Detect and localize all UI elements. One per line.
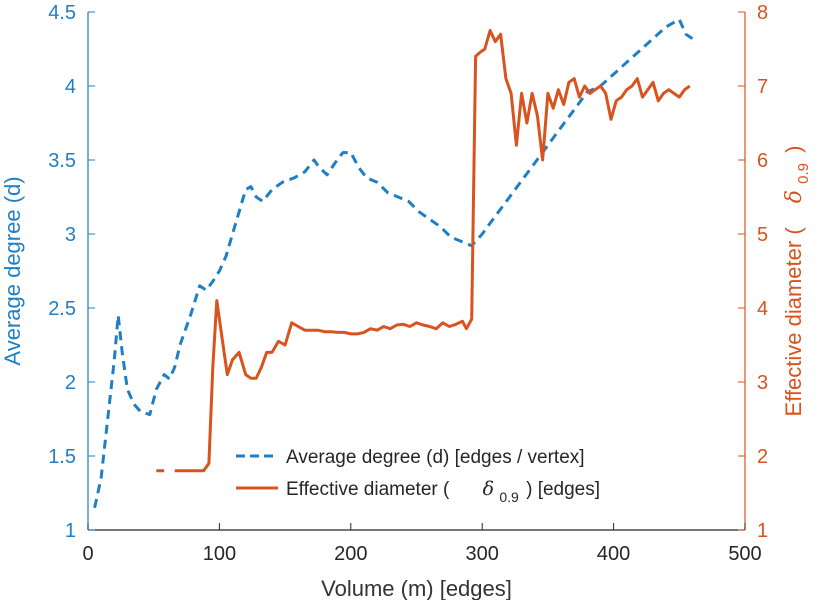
left-tick-label: 1.5 [48,446,76,468]
right-y-axis-title-suffix: ) [781,146,806,153]
legend-label-effective-diameter-subscript: 0.9 [499,489,519,505]
right-tick-label: 2 [757,446,768,468]
x-tick-label: 300 [466,543,499,565]
right-tick-label: 8 [757,2,768,24]
legend-label-effective-diameter-symbol: δ [483,478,494,500]
right-tick-label: 6 [757,150,768,172]
left-y-axis-title: Average degree (d) [0,176,25,365]
right-tick-label: 3 [757,372,768,394]
right-tick-label: 1 [757,520,768,542]
left-tick-label: 2 [65,372,76,394]
legend: Average degree (d) [edges / vertex] Effe… [236,447,600,507]
right-tick-label: 7 [757,76,768,98]
left-tick-label: 4 [65,76,76,98]
x-tick-label: 0 [82,543,93,565]
plot-area [87,12,746,531]
left-tick-label: 1 [65,520,76,542]
x-tick-label: 400 [597,543,630,565]
legend-label-effective-diameter-prefix: Effective diameter ( [286,479,450,500]
legend-label-average-degree: Average degree (d) [edges / vertex] [286,447,585,468]
left-tick-label: 3 [65,224,76,246]
right-y-axis-title-prefix: Effective diameter ( [781,227,806,417]
x-axis: 0 100 200 300 400 500 [82,523,762,565]
left-tick-label: 4.5 [48,2,76,24]
series-line-effective-diameter [156,29,691,473]
left-tick-label: 2.5 [48,298,76,320]
right-tick-label: 5 [757,224,768,246]
right-y-axis-title-subscript: 0.9 [795,163,812,184]
x-tick-label: 100 [203,543,236,565]
series-line-average-degree [93,17,694,509]
right-y-axis-title: Effective diameter ( δ 0.9 ) [781,146,813,417]
left-y-axis: 1 1.5 2 2.5 3 3.5 4 4.5 [48,2,95,542]
legend-label-effective-diameter: Effective diameter ( δ 0.9 ) [edges] [286,478,600,507]
left-tick-label: 3.5 [48,150,76,172]
x-tick-label: 500 [728,543,761,565]
right-y-axis-title-symbol: δ [782,190,807,203]
x-tick-label: 200 [334,543,367,565]
legend-label-effective-diameter-suffix: ) [edges] [526,479,600,500]
right-y-axis: 1 2 3 4 5 6 7 8 [738,2,768,542]
right-tick-label: 4 [757,298,768,320]
x-axis-title: Volume (m) [edges] [321,576,512,600]
series-layer [93,17,694,509]
